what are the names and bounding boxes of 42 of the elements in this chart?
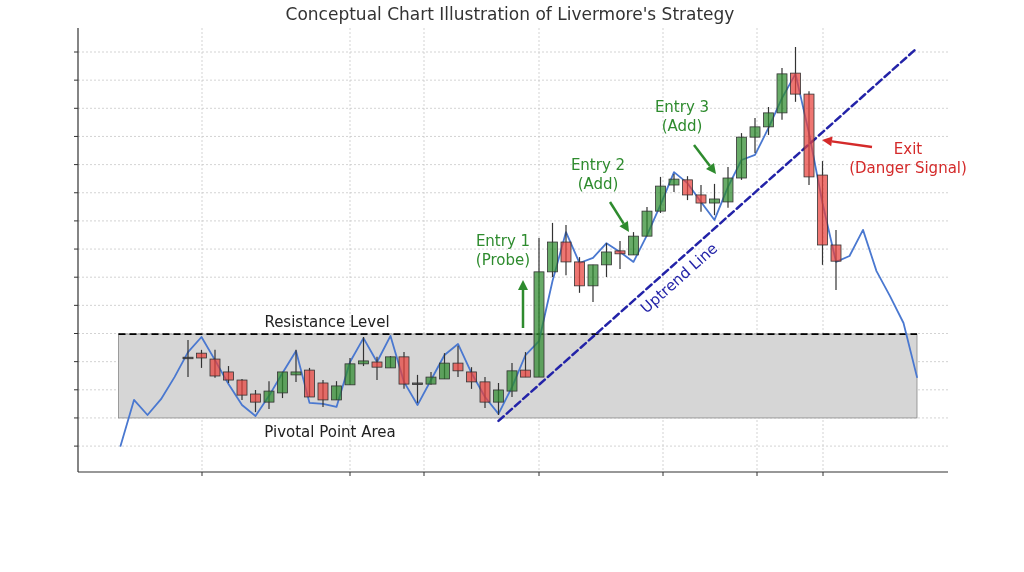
annotation: Entry 1 (Probe) <box>475 232 531 269</box>
candlestick <box>682 175 693 201</box>
candlestick <box>182 339 194 378</box>
annotation: Entry 2 (Add) <box>570 156 626 193</box>
candlestick <box>763 106 774 136</box>
ref-line-label: Resistance Level <box>264 313 390 332</box>
candlestick <box>493 382 504 416</box>
candlestick <box>628 231 639 256</box>
candlestick <box>439 352 450 380</box>
annotation: Entry 3 (Add) <box>654 98 710 135</box>
candlestick <box>574 256 585 294</box>
candlestick <box>601 242 612 278</box>
candlestick <box>412 374 423 404</box>
candlestick <box>331 380 342 401</box>
annotation: Exit (Danger Signal) <box>849 140 967 177</box>
candlestick <box>587 264 599 303</box>
candlestick <box>479 376 491 409</box>
candlestick <box>749 117 761 154</box>
candlestick <box>790 46 801 103</box>
candlestick <box>520 351 531 378</box>
candlestick <box>466 366 477 390</box>
candlestick <box>371 356 383 381</box>
candlestick <box>317 379 329 408</box>
candlestick <box>614 240 626 270</box>
candlestick <box>344 357 356 386</box>
candlestick <box>290 349 302 383</box>
candlestick <box>209 349 221 379</box>
band-label: Pivotal Point Area <box>264 422 396 441</box>
candlestick <box>452 345 464 378</box>
candlestick <box>196 349 207 369</box>
candlestick <box>830 229 842 291</box>
candlestick <box>358 336 369 367</box>
candlestick <box>709 183 720 216</box>
candlestick <box>506 362 518 398</box>
candlestick <box>263 380 275 410</box>
candlestick <box>250 389 261 413</box>
candlestick <box>560 224 572 276</box>
candlestick <box>695 184 707 213</box>
chart-title: Conceptual Chart Illustration of Livermore's Strategy <box>285 4 735 24</box>
candlestick <box>668 173 680 193</box>
candlestick <box>277 371 288 399</box>
candlestick <box>722 166 734 209</box>
